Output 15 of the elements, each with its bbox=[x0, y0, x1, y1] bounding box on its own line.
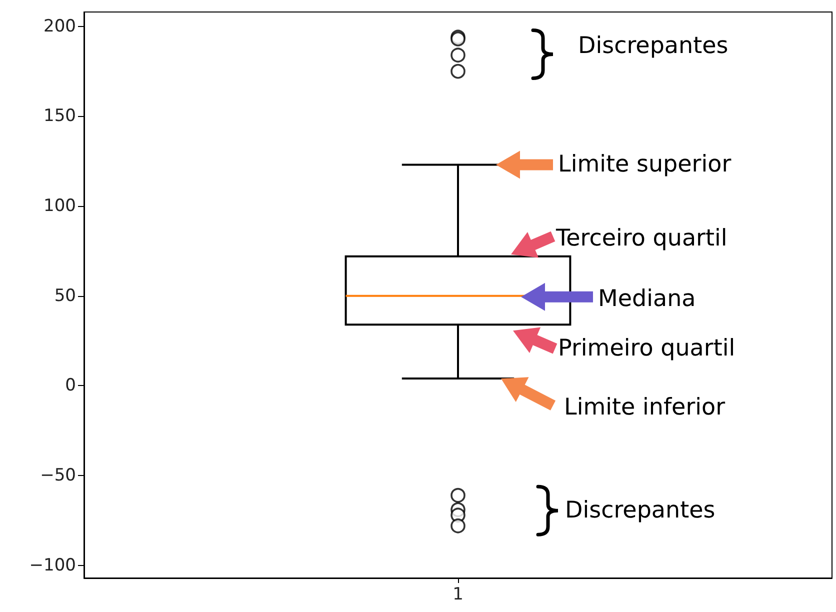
y-tick-label: 0 bbox=[65, 376, 76, 396]
annotation: Terceiro quartil bbox=[555, 225, 728, 252]
annotation: Discrepantes bbox=[578, 33, 728, 60]
y-tick-label: 50 bbox=[54, 286, 76, 306]
annotation: Discrepantes bbox=[565, 498, 716, 524]
y-tick-label: 150 bbox=[44, 106, 76, 126]
annotation: Primeiro quartil bbox=[558, 336, 736, 362]
x-tick-label: 1 bbox=[452, 584, 464, 604]
annotation: Mediana bbox=[598, 286, 696, 312]
y-tick-label: 100 bbox=[44, 196, 76, 216]
y-tick-label: 200 bbox=[44, 16, 76, 36]
annotation: Limite superior bbox=[558, 152, 732, 178]
annotation: Limite inferior bbox=[564, 394, 726, 421]
y-tick-label: −100 bbox=[29, 555, 76, 576]
y-tick-label: −50 bbox=[40, 466, 76, 486]
